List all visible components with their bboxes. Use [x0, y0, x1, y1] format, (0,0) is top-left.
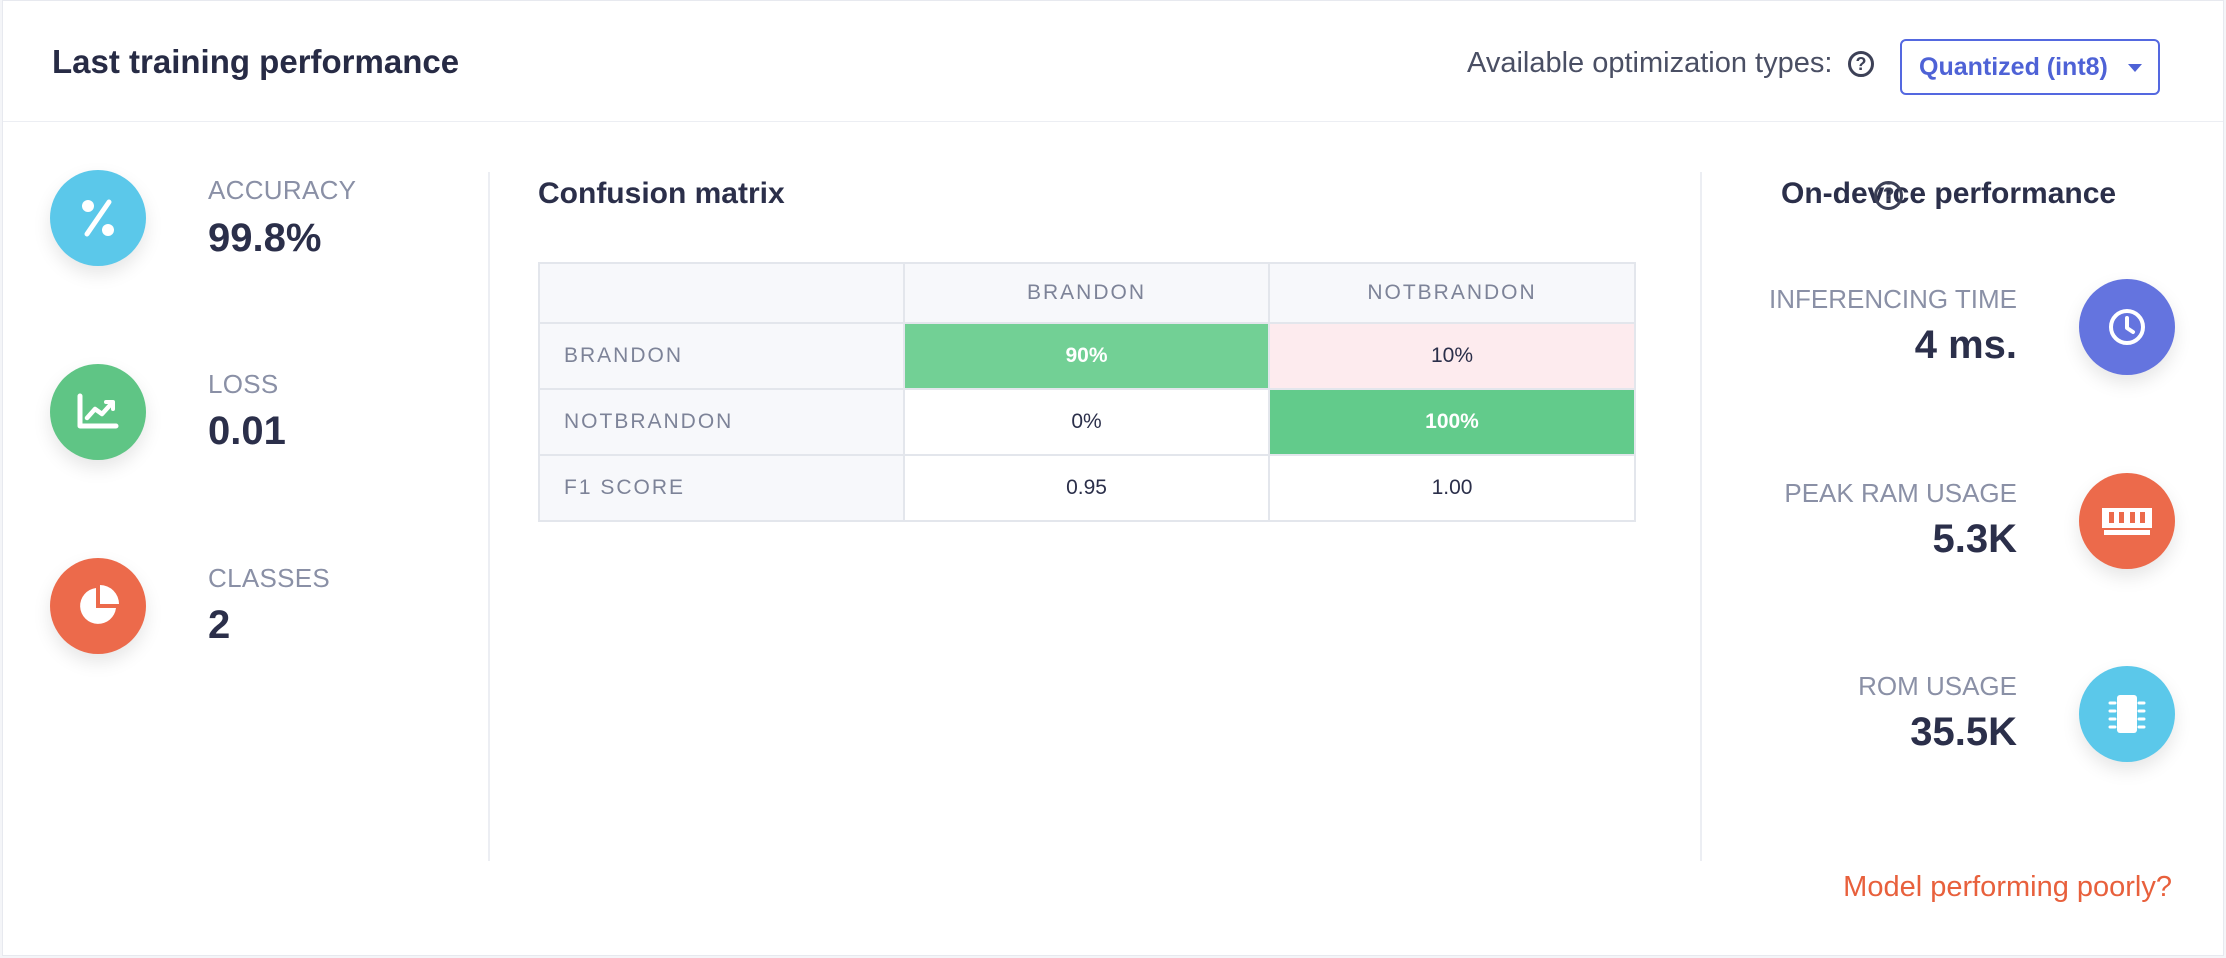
- column-header: NOTBRANDON: [1268, 262, 1636, 324]
- card-header: Last training performance Available opti…: [3, 1, 2223, 122]
- optimization-selected-value: Quantized (int8): [1919, 52, 2108, 81]
- on-device-title-text: On-device performance: [1781, 177, 2117, 210]
- rom-usage-label: ROM USAGE: [1858, 671, 2017, 701]
- card-title: Last training performance: [52, 43, 460, 80]
- optimization-types-label: Available optimization types:: [1467, 47, 1833, 79]
- matrix-cell-bad: 10%: [1268, 322, 1636, 390]
- row-header: F1 SCORE: [538, 454, 905, 522]
- classes-label: CLASSES: [208, 563, 331, 593]
- classes-value: 2: [208, 603, 231, 647]
- chart-line-icon: [50, 364, 146, 460]
- inferencing-time-value: 4 ms.: [1914, 323, 2017, 367]
- chevron-down-icon: [2128, 64, 2142, 72]
- confusion-matrix-table: BRANDON NOTBRANDON BRANDON 90% 10% NOTBR…: [538, 262, 1636, 522]
- accuracy-label: ACCURACY: [208, 175, 357, 205]
- rom-usage-value: 35.5K: [1910, 710, 2017, 754]
- chip-icon: [2079, 666, 2175, 762]
- confusion-matrix-title: Confusion matrix: [538, 177, 785, 210]
- peak-ram-usage-label: PEAK RAM USAGE: [1784, 478, 2017, 508]
- f1-score-cell: 1.00: [1268, 454, 1636, 522]
- inferencing-time-label: INFERENCING TIME: [1769, 284, 2017, 314]
- divider: [488, 172, 490, 861]
- matrix-cell-good: 100%: [1268, 388, 1636, 456]
- divider: [1700, 172, 1702, 861]
- table-row: F1 SCORE 0.95 1.00: [538, 454, 1636, 522]
- percent-icon: [50, 170, 146, 266]
- optimization-type-select[interactable]: Quantized (int8): [1900, 39, 2160, 95]
- table-header-row: BRANDON NOTBRANDON: [538, 262, 1636, 324]
- ram-icon: [2079, 473, 2175, 569]
- table-corner-cell: [538, 262, 905, 324]
- matrix-cell: 0%: [903, 388, 1270, 456]
- loss-value: 0.01: [208, 409, 286, 453]
- pie-chart-icon: [50, 558, 146, 654]
- f1-score-cell: 0.95: [903, 454, 1270, 522]
- loss-label: LOSS: [208, 369, 279, 399]
- peak-ram-usage-value: 5.3K: [1932, 517, 2018, 561]
- model-performing-poorly-link[interactable]: Model performing poorly?: [1843, 871, 2172, 903]
- accuracy-value: 99.8%: [208, 216, 322, 260]
- clock-icon: [2079, 279, 2175, 375]
- row-header: BRANDON: [538, 322, 905, 390]
- table-row: NOTBRANDON 0% 100%: [538, 388, 1636, 456]
- row-header: NOTBRANDON: [538, 388, 905, 456]
- table-row: BRANDON 90% 10%: [538, 322, 1636, 390]
- help-icon[interactable]: ?: [1874, 181, 1903, 210]
- matrix-cell-good: 90%: [903, 322, 1270, 390]
- column-header: BRANDON: [903, 262, 1270, 324]
- help-icon[interactable]: ?: [1848, 51, 1874, 77]
- on-device-performance-title: On-device performance: [1781, 177, 2116, 211]
